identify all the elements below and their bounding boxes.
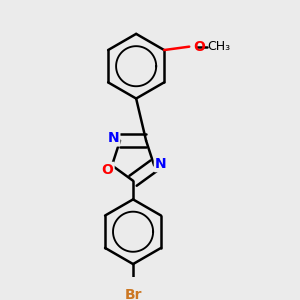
Text: Br: Br [124,288,142,300]
Text: O: O [193,40,205,54]
Text: CH₃: CH₃ [207,40,230,53]
Text: N: N [107,131,119,145]
Text: N: N [155,157,167,171]
Text: O: O [101,163,113,177]
